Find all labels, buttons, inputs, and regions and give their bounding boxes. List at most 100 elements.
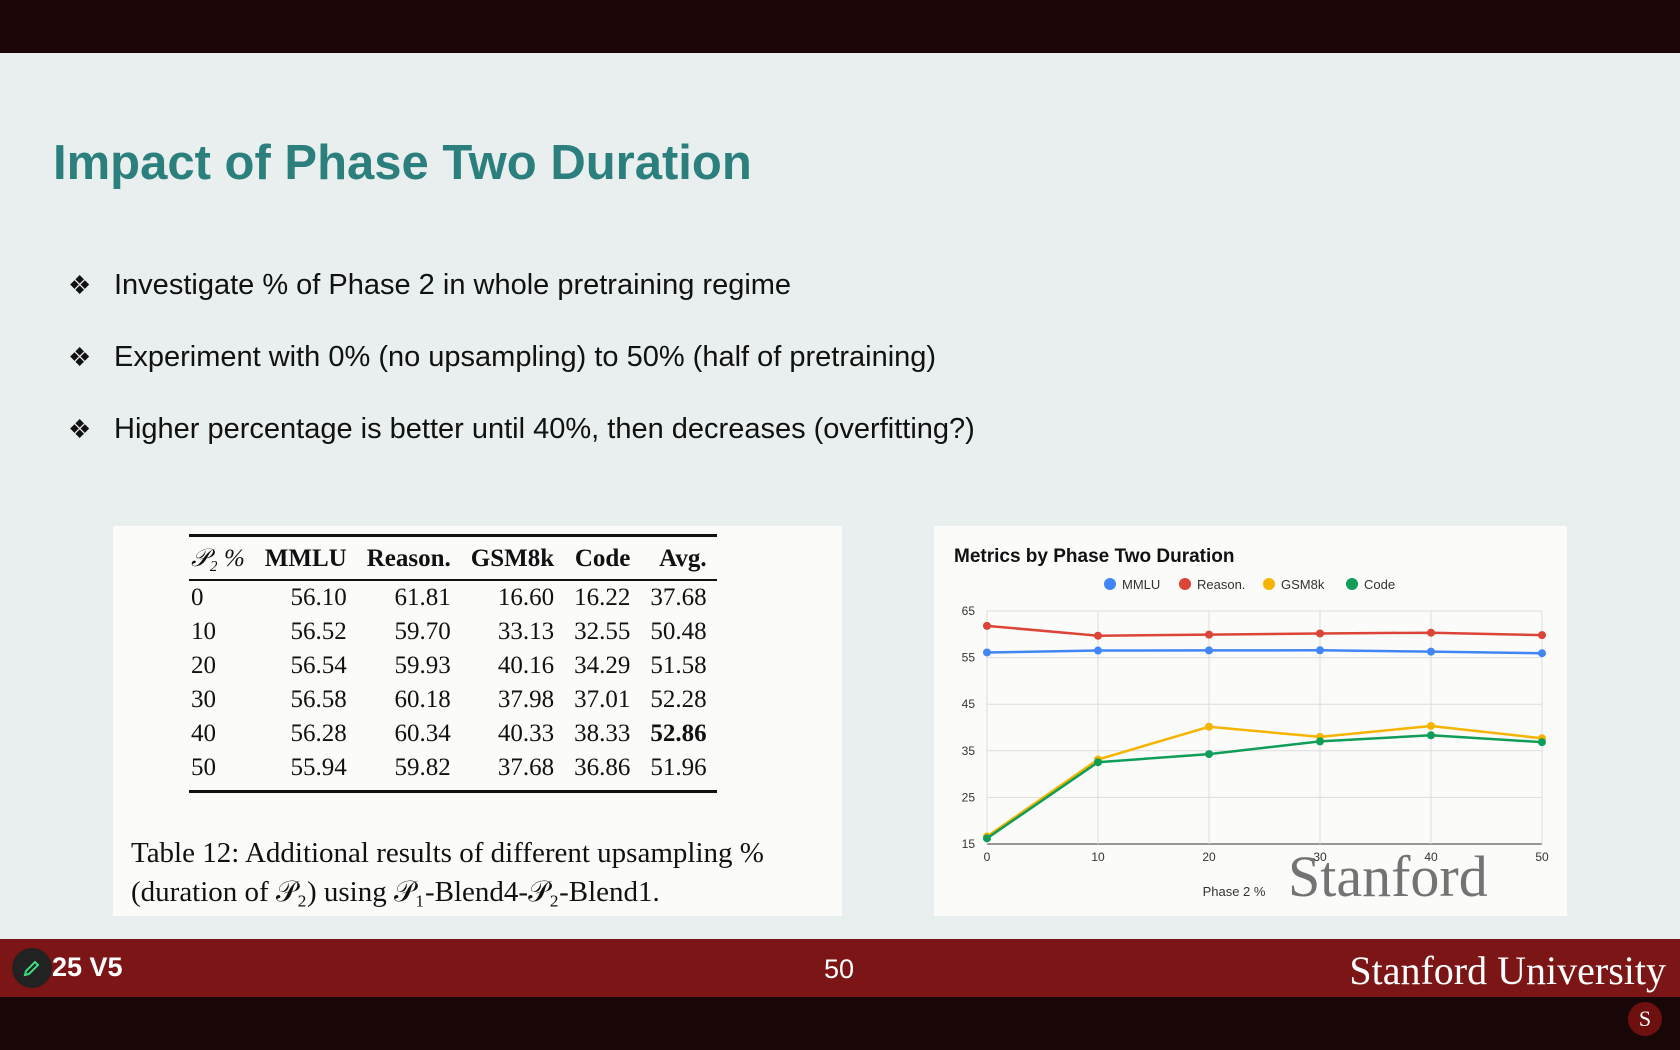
data-point bbox=[1316, 629, 1324, 638]
table-cell: 37.68 bbox=[650, 584, 707, 611]
diamond-bullet-icon: ❖ bbox=[68, 413, 92, 444]
y-tick-label: 55 bbox=[962, 651, 976, 665]
series-line bbox=[986, 724, 1543, 838]
caption-line: (duration of 𝒫₂) using 𝒫₁-Blend4-𝒫₂-Blen… bbox=[131, 876, 660, 908]
bullet-item: ❖ Experiment with 0% (no upsampling) to … bbox=[68, 321, 975, 393]
table-cell: 56.28 bbox=[290, 720, 347, 747]
bottom-letterbox bbox=[0, 997, 1680, 1050]
header-reason: Reason. bbox=[356, 534, 461, 581]
table-cell: 37.01 bbox=[574, 686, 631, 713]
table-row: 40 56.28 60.34 40.33 38.33 52.86 bbox=[189, 717, 717, 751]
chart-title: Metrics by Phase Two Duration bbox=[954, 546, 1234, 567]
pencil-icon[interactable] bbox=[12, 948, 52, 988]
line-chart: Metrics by Phase Two Duration MMLU Reason.… bbox=[954, 546, 1549, 899]
data-point bbox=[1538, 738, 1546, 747]
table-row: 10 56.52 59.70 33.13 32.55 50.48 bbox=[189, 615, 717, 649]
caption-line: Table 12: Additional results of differen… bbox=[131, 837, 764, 869]
legend-marker bbox=[1263, 578, 1275, 590]
table-cell: 51.58 bbox=[650, 652, 707, 679]
data-point bbox=[1427, 721, 1435, 730]
legend-label: MMLU bbox=[1122, 577, 1160, 592]
series-line bbox=[986, 734, 1543, 840]
table-cell: 40.33 bbox=[497, 720, 555, 747]
table-cell: 56.58 bbox=[290, 686, 347, 713]
header-mmlu: MMLU bbox=[254, 534, 357, 581]
table-cell: 56.54 bbox=[290, 652, 347, 679]
table-row: 30 56.58 60.18 37.98 37.01 52.28 bbox=[189, 683, 717, 717]
table-cell: 34.29 bbox=[574, 652, 631, 679]
table-cell: 56.52 bbox=[290, 618, 347, 645]
table-cell: 30 bbox=[191, 686, 216, 713]
bullet-text: Experiment with 0% (no upsampling) to 50… bbox=[114, 340, 937, 373]
footer-bar: 25 V5 50 Stanford University bbox=[0, 939, 1680, 997]
series-line bbox=[986, 648, 1543, 655]
data-point bbox=[1094, 646, 1102, 655]
stanford-online-logo: S bbox=[1628, 1002, 1662, 1036]
table-cell: 40.16 bbox=[497, 652, 555, 679]
y-tick-label: 45 bbox=[962, 697, 976, 711]
bullet-text: Higher percentage is better until 40%, t… bbox=[114, 412, 975, 445]
stanford-watermark: Stanford bbox=[1288, 844, 1488, 909]
data-point bbox=[1427, 628, 1435, 637]
x-tick-label: 10 bbox=[1091, 850, 1105, 864]
table-cell: 50.48 bbox=[650, 618, 707, 645]
data-point bbox=[1205, 750, 1213, 759]
y-tick-label: 65 bbox=[962, 604, 976, 618]
y-tick-label: 25 bbox=[962, 790, 976, 804]
results-table-panel: 𝒫₂ % MMLU Reason. GSM8k Code Avg. 0 56.10… bbox=[113, 526, 842, 916]
table-cell: 50 bbox=[189, 751, 255, 793]
x-tick-label: 30 bbox=[1313, 850, 1327, 864]
table-cell: 38.33 bbox=[574, 720, 631, 747]
slide: Impact of Phase Two Duration ❖ Investiga… bbox=[0, 53, 1680, 939]
table-row: 0 56.10 61.81 16.60 16.22 37.68 bbox=[189, 580, 717, 615]
data-point bbox=[1316, 646, 1324, 655]
table-cell: 51.96 bbox=[640, 751, 717, 793]
data-point bbox=[1205, 722, 1213, 731]
table-cell: 56.10 bbox=[290, 584, 347, 611]
table-cell: 59.82 bbox=[356, 751, 461, 793]
header-code: Code bbox=[564, 534, 641, 581]
table-cell: 33.13 bbox=[497, 618, 555, 645]
table-row: 50 55.94 59.82 37.68 36.86 51.96 bbox=[189, 751, 717, 793]
table-cell: 37.98 bbox=[497, 686, 555, 713]
table-cell: 61.81 bbox=[394, 584, 451, 611]
data-point bbox=[983, 834, 991, 843]
header-gsm8k: GSM8k bbox=[460, 534, 565, 581]
table-cell: 55.94 bbox=[254, 751, 357, 793]
data-point bbox=[1094, 631, 1102, 640]
data-point bbox=[1427, 731, 1435, 740]
table-caption: Table 12: Additional results of differen… bbox=[131, 834, 831, 912]
table-cell: 16.60 bbox=[497, 584, 555, 611]
slide-title: Impact of Phase Two Duration bbox=[53, 136, 752, 190]
table-cell: 40 bbox=[191, 720, 216, 747]
page-number: 50 bbox=[824, 954, 855, 984]
table-cell: 32.55 bbox=[574, 618, 631, 645]
data-point bbox=[1205, 630, 1213, 639]
table-cell: 52.86 bbox=[650, 720, 707, 747]
series-line bbox=[986, 624, 1543, 637]
diamond-bullet-icon: ❖ bbox=[68, 341, 92, 372]
header-avg: Avg. bbox=[640, 534, 717, 581]
table-cell: 52.28 bbox=[650, 686, 707, 713]
top-letterbox bbox=[0, 0, 1680, 53]
table-cell: 16.22 bbox=[574, 584, 631, 611]
data-point bbox=[1205, 646, 1213, 655]
bullet-text: Investigate % of Phase 2 in whole pretra… bbox=[114, 268, 792, 301]
bullet-item: ❖ Investigate % of Phase 2 in whole pret… bbox=[68, 249, 975, 321]
data-point bbox=[983, 648, 991, 657]
table-cell: 10 bbox=[191, 618, 216, 645]
line-chart-panel: Metrics by Phase Two Duration MMLU Reason.… bbox=[934, 526, 1567, 916]
data-point bbox=[1427, 647, 1435, 656]
results-table: 𝒫₂ % MMLU Reason. GSM8k Code Avg. 0 56.10… bbox=[189, 534, 717, 793]
data-point bbox=[1538, 649, 1546, 658]
university-name: Stanford University bbox=[1349, 948, 1666, 993]
legend-label: GSM8k bbox=[1281, 577, 1325, 592]
table-cell: 60.18 bbox=[394, 686, 451, 713]
table-cell: 37.68 bbox=[460, 751, 565, 793]
y-tick-label: 35 bbox=[962, 744, 976, 758]
x-tick-label: 20 bbox=[1202, 850, 1216, 864]
data-point bbox=[1316, 737, 1324, 746]
table-cell: 59.93 bbox=[394, 652, 451, 679]
legend-marker bbox=[1104, 578, 1116, 590]
x-tick-label: 0 bbox=[984, 850, 991, 864]
